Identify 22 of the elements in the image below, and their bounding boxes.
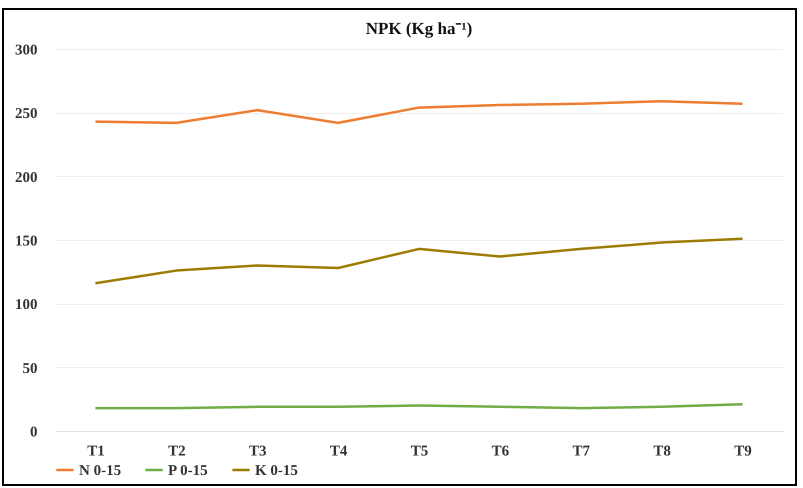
y-tick-label: 150 bbox=[15, 234, 38, 250]
legend-label: K 0-15 bbox=[255, 463, 298, 479]
x-tick-label: T9 bbox=[734, 444, 752, 460]
line-series bbox=[94, 237, 744, 285]
x-tick-label: T5 bbox=[410, 444, 428, 460]
x-tick-label: T3 bbox=[248, 444, 266, 460]
x-tick-label: T7 bbox=[572, 444, 591, 460]
x-tick-label: T4 bbox=[330, 444, 348, 460]
y-tick-label: 250 bbox=[15, 106, 38, 122]
x-tick-label: T8 bbox=[653, 444, 671, 460]
y-tick-label: 100 bbox=[15, 297, 38, 314]
x-tick-label: T2 bbox=[168, 444, 186, 460]
chart-title: NPK (Kg ha⁻¹) bbox=[366, 19, 472, 38]
x-tick-label: T6 bbox=[492, 444, 510, 460]
y-tick-label: 50 bbox=[22, 360, 38, 377]
line-series bbox=[94, 100, 744, 124]
legend-label: P 0-15 bbox=[168, 463, 208, 479]
legend-label: N 0-15 bbox=[79, 463, 122, 479]
x-tick-label: T1 bbox=[87, 444, 105, 460]
y-tick-label: 200 bbox=[15, 170, 38, 186]
y-tick-label: 300 bbox=[15, 42, 38, 58]
y-tick-label: 0 bbox=[30, 424, 38, 440]
